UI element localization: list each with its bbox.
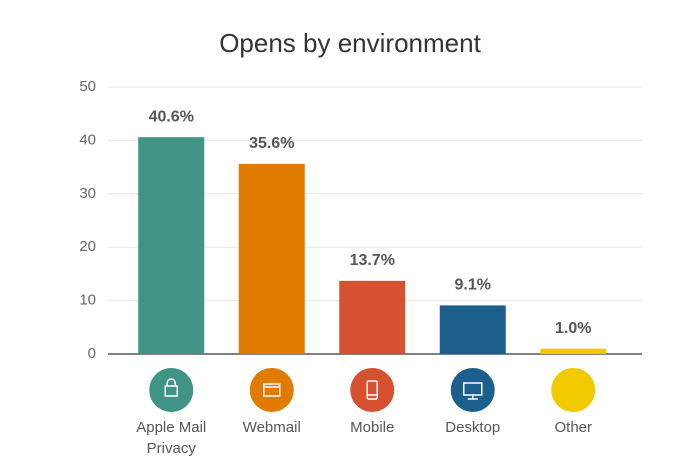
bar — [238, 163, 305, 354]
y-tick-label: 10 — [79, 292, 96, 309]
value-label: 35.6% — [249, 135, 294, 152]
y-tick-label: 20 — [79, 238, 96, 255]
x-tick-label: Apple Mail Privacy — [136, 419, 207, 457]
value-label: 9.1% — [455, 277, 491, 294]
chart-title: Opens by environment — [219, 28, 481, 58]
x-tick-label: Mobile — [350, 419, 395, 436]
icon-glyph — [263, 383, 281, 397]
icon-glyph — [164, 378, 178, 397]
y-tick-label: 40 — [79, 131, 96, 148]
y-tick-label: 30 — [79, 185, 96, 202]
category-icon — [149, 368, 194, 412]
category-icon — [249, 368, 294, 412]
value-label: 13.7% — [350, 252, 395, 269]
bar — [339, 280, 406, 354]
category-icon — [450, 368, 495, 412]
x-tick-label: Other — [554, 419, 592, 436]
y-tick-label: 0 — [88, 345, 96, 362]
x-tick-label: Webmail — [242, 419, 301, 436]
bar — [138, 137, 205, 354]
x-tick-label: Desktop — [445, 419, 501, 436]
value-label: 1.0% — [555, 320, 591, 337]
bar — [540, 348, 607, 354]
category-icon — [350, 368, 395, 412]
value-label: 40.6% — [149, 108, 194, 125]
y-tick-label: 50 — [79, 78, 96, 95]
icon-glyph — [366, 380, 378, 400]
bar — [439, 305, 506, 354]
icon-glyph — [463, 382, 483, 400]
category-icon — [551, 368, 596, 412]
